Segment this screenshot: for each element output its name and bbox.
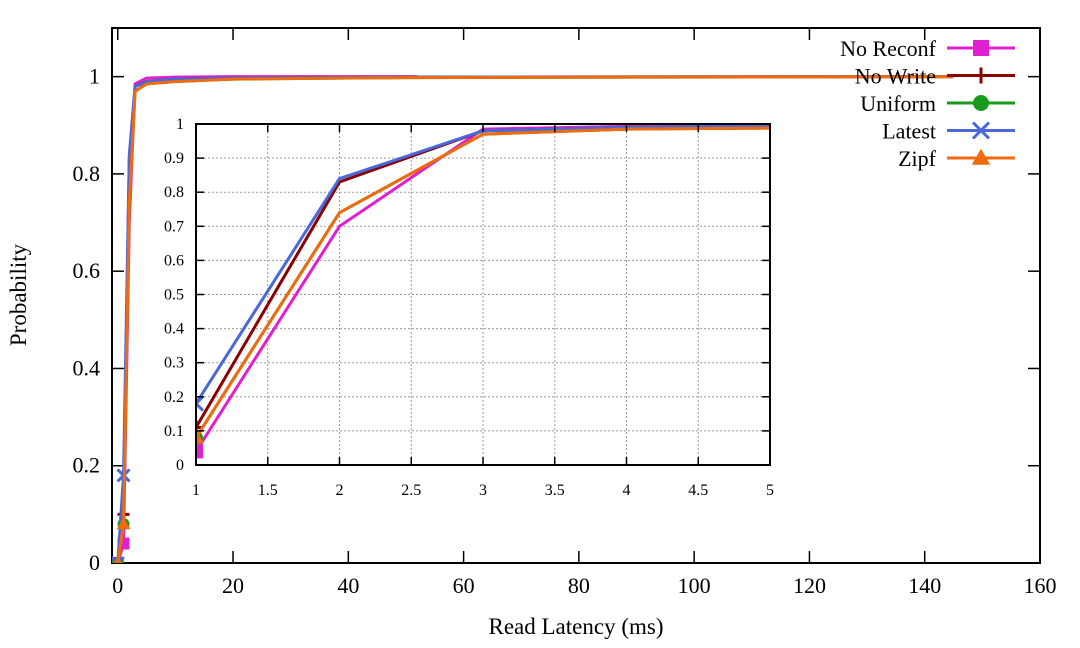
inset-y-tick-label: 0.5 <box>164 287 184 304</box>
legend-marker-square <box>973 40 989 56</box>
inset-x-tick-label: 1.5 <box>258 482 278 499</box>
inset-data-point-latest <box>196 395 205 412</box>
legend-entry-no-reconf: No Reconf <box>840 36 1015 61</box>
y-tick-label: 0 <box>89 550 100 575</box>
legend-label: Latest <box>882 119 936 144</box>
legend-entry-latest: Latest <box>882 119 1015 144</box>
series-zipf <box>113 75 954 563</box>
legend-entry-zipf: Zipf <box>898 146 1015 171</box>
x-tick-label: 140 <box>908 573 941 598</box>
y-tick-label: 1 <box>89 64 100 89</box>
legend-label: No Write <box>855 64 936 89</box>
x-tick-label: 120 <box>793 573 826 598</box>
inset-axis-ticks: 1 1.5 2 2.5 3 3.5 4 4.5 5 0 0.1 0.2 0.3 0.4 0.5 0.6 0.7 0… <box>164 116 774 499</box>
legend-marker-x <box>971 121 991 140</box>
inset-y-tick-label: 0.3 <box>164 355 184 372</box>
inset-y-tick-label: 0.8 <box>164 184 184 201</box>
inset-y-tick-label: 0.6 <box>164 252 184 269</box>
x-tick-label: 60 <box>453 573 475 598</box>
legend-marker-circle <box>973 95 989 111</box>
inset-x-tick-label: 3 <box>479 482 487 499</box>
legend-marker-plus <box>973 67 989 84</box>
y-tick-label: 0.2 <box>73 453 101 478</box>
y-tick-label: 0.4 <box>73 355 101 380</box>
main-series-group <box>112 75 954 563</box>
legend-label: Uniform <box>860 91 936 116</box>
legend-entry-no-write: No Write <box>855 64 1015 89</box>
inset-series-zipf <box>196 126 770 444</box>
inset-x-tick-label: 5 <box>766 482 774 499</box>
inset-y-tick-label: 0.4 <box>164 321 184 338</box>
inset-y-tick-label: 0.7 <box>164 218 184 235</box>
inset-data-point-no-write <box>196 420 203 435</box>
inset-data-point-no-reconf <box>196 444 203 459</box>
inset-y-tick-label: 0.1 <box>164 423 184 440</box>
inset-y-tick-label: 1 <box>176 116 184 133</box>
inset-chart: 1 1.5 2 2.5 3 3.5 4 4.5 5 0 0.1 0.2 0.3 0.4 0.5 0.6 0.7 0… <box>164 116 774 499</box>
x-axis-title: Read Latency (ms) <box>489 614 664 639</box>
inset-x-tick-label: 4 <box>623 482 631 499</box>
y-tick-label: 0.8 <box>73 161 101 186</box>
inset-data-point-zipf <box>196 429 205 444</box>
x-tick-label: 0 <box>112 573 123 598</box>
y-tick-label: 0.6 <box>73 258 101 283</box>
inset-x-tick-label: 2.5 <box>401 482 421 499</box>
inset-y-tick-label: 0.9 <box>164 150 184 167</box>
inset-x-tick-label: 4.5 <box>688 482 708 499</box>
inset-x-tick-label: 2 <box>336 482 344 499</box>
inset-series-line-zipf <box>196 126 770 439</box>
x-tick-label: 80 <box>568 573 590 598</box>
data-point-zipf <box>116 517 131 530</box>
legend-marker-triangle <box>971 148 991 165</box>
x-tick-label: 20 <box>222 573 244 598</box>
data-point-latest <box>112 555 125 563</box>
legend-label: No Reconf <box>840 36 937 61</box>
main-plot-border <box>111 27 1041 564</box>
legend-label: Zipf <box>898 146 937 171</box>
inset-y-tick-label: 0.2 <box>164 389 184 406</box>
y-axis-title: Probability <box>6 243 31 346</box>
main-plot-frame <box>111 27 1041 564</box>
data-point-zipf <box>113 556 122 563</box>
x-tick-label: 40 <box>337 573 359 598</box>
inset-x-tick-label: 3.5 <box>545 482 565 499</box>
x-tick-label: 100 <box>678 573 711 598</box>
inset-x-tick-label: 1 <box>192 482 200 499</box>
series-line-zipf <box>116 75 954 563</box>
inset-y-tick-label: 0 <box>176 457 184 474</box>
x-tick-label: 160 <box>1024 573 1057 598</box>
legend-entry-uniform: Uniform <box>860 91 1015 116</box>
